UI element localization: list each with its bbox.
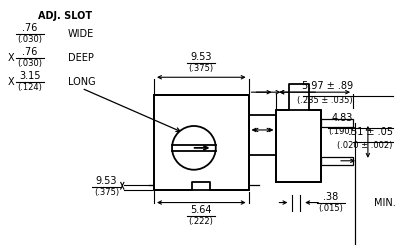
Text: (.375): (.375) [188,64,214,73]
Circle shape [172,126,216,170]
Bar [321,119,353,127]
Text: (.190): (.190) [328,127,353,137]
Text: .38: .38 [324,192,339,201]
Text: (.222): (.222) [188,217,213,227]
Text: X: X [8,77,14,87]
Text: (.015): (.015) [319,203,344,213]
Text: DEEP: DEEP [68,53,94,63]
Text: (.030): (.030) [17,34,42,44]
Bar [276,110,321,182]
Text: MIN.: MIN. [374,198,396,208]
Text: ADJ. SLOT: ADJ. SLOT [38,11,92,21]
Text: (.020 ± .002): (.020 ± .002) [337,141,393,150]
Text: 4.83: 4.83 [332,113,353,123]
Bar [321,157,353,165]
Text: WIDE: WIDE [68,29,94,39]
Text: 3.15: 3.15 [19,71,40,81]
Text: 9.53: 9.53 [190,52,212,62]
Text: 5.64: 5.64 [190,205,212,215]
Text: (.375): (.375) [94,188,119,197]
Text: (.124): (.124) [17,83,42,92]
Text: LONG: LONG [68,77,95,87]
Text: 9.53: 9.53 [96,176,117,186]
Text: .76: .76 [22,47,38,57]
Text: (.235 ± .035): (.235 ± .035) [297,96,353,105]
Text: .76: .76 [22,23,38,32]
Bar [154,95,248,190]
Text: X: X [8,53,14,63]
Text: 5.97 ± .89: 5.97 ± .89 [302,81,353,91]
Text: (.030): (.030) [17,59,42,68]
Text: .51 ± .05: .51 ± .05 [348,127,393,137]
